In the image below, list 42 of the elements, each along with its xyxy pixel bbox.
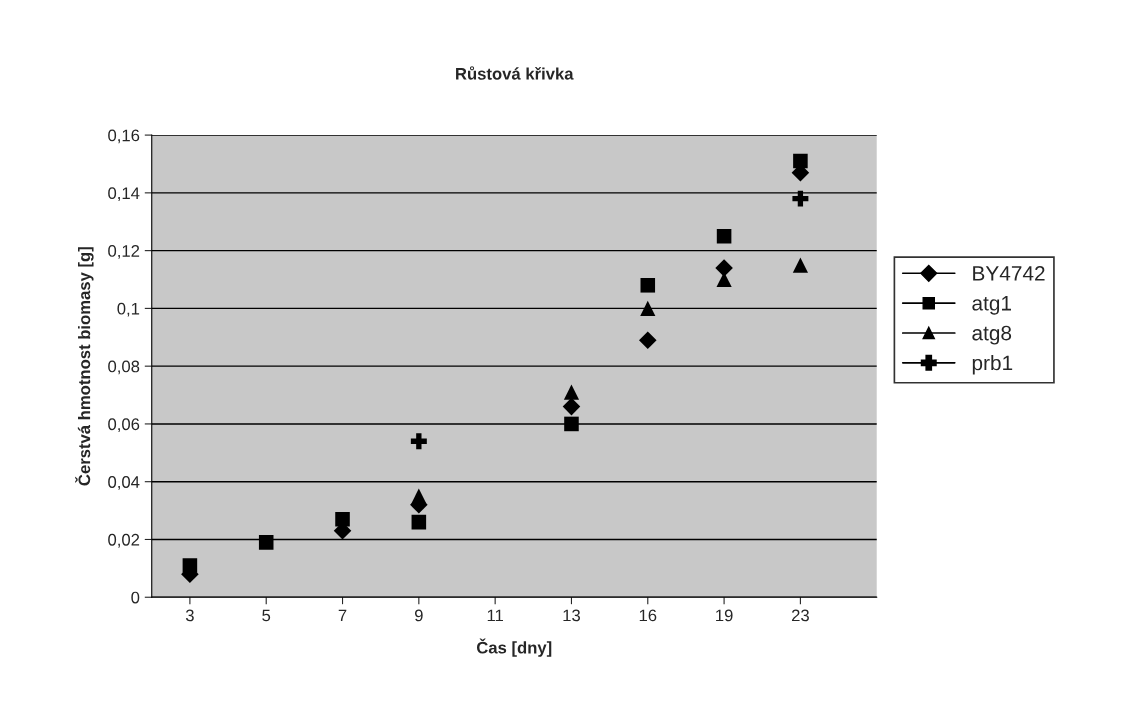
point bbox=[411, 514, 427, 530]
point bbox=[563, 384, 580, 400]
point bbox=[640, 278, 656, 293]
y-tick-label: 0,14 bbox=[108, 187, 140, 202]
point bbox=[715, 259, 733, 277]
x-tick-label: 7 bbox=[338, 609, 347, 622]
point bbox=[410, 433, 427, 450]
x-tick-label: 11 bbox=[487, 609, 503, 622]
point bbox=[793, 153, 808, 169]
point bbox=[182, 558, 198, 573]
point bbox=[716, 228, 732, 244]
point bbox=[639, 331, 657, 349]
legend-label: BY4742 bbox=[973, 266, 1045, 281]
y-tick-label: 0,06 bbox=[108, 418, 140, 433]
x-tick-label: 5 bbox=[262, 609, 271, 622]
point bbox=[258, 535, 274, 550]
y-tick-label: 0,08 bbox=[108, 360, 140, 375]
point bbox=[640, 300, 656, 316]
y-tick-label: 0,04 bbox=[108, 476, 140, 490]
y-axis-title: Čerstvá hmotnost biomasy [g] bbox=[75, 247, 94, 486]
x-tick-label: 19 bbox=[716, 609, 733, 622]
legend-label: prb1 bbox=[972, 355, 1013, 375]
point bbox=[562, 397, 581, 416]
x-tick-label: 9 bbox=[414, 609, 423, 622]
x-axis-title: Čas [dny] bbox=[476, 638, 552, 657]
y-tick-label: 0,16 bbox=[108, 129, 140, 144]
x-tick-label: 23 bbox=[791, 609, 809, 622]
point bbox=[411, 488, 427, 504]
point bbox=[792, 257, 809, 273]
point bbox=[564, 416, 579, 432]
y-tick-label: 0,12 bbox=[108, 245, 140, 259]
x-tick-label: 16 bbox=[639, 609, 657, 622]
x-tick-label: 3 bbox=[185, 609, 194, 622]
x-tick-label: 13 bbox=[563, 609, 580, 622]
y-tick-label: 0,1 bbox=[117, 302, 140, 317]
y-tick-label: 0 bbox=[131, 591, 140, 604]
y-tick-label: 0,02 bbox=[108, 533, 140, 548]
point bbox=[335, 511, 350, 527]
chart-title: Růstová křivka bbox=[456, 66, 574, 80]
point bbox=[792, 190, 809, 207]
legend-label: atg1 bbox=[972, 296, 1011, 315]
legend-label: atg8 bbox=[972, 325, 1012, 345]
